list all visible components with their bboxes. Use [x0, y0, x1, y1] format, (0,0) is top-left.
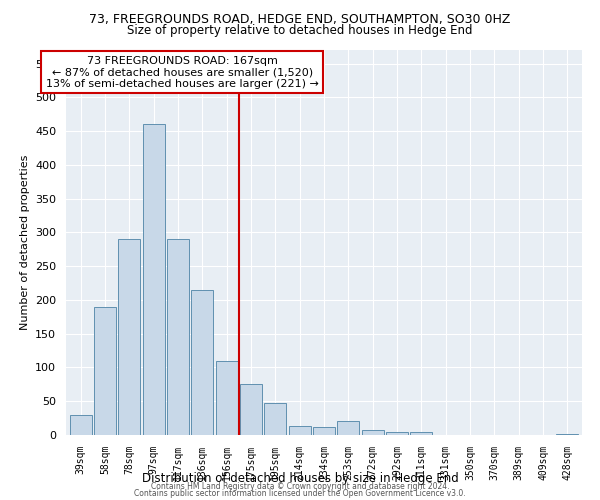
Bar — [215, 360, 238, 435]
Bar — [337, 422, 359, 435]
Bar — [410, 432, 433, 435]
Bar — [362, 430, 383, 435]
Y-axis label: Number of detached properties: Number of detached properties — [20, 155, 29, 330]
Text: Distribution of detached houses by size in Hedge End: Distribution of detached houses by size … — [142, 472, 458, 485]
Text: 73, FREEGROUNDS ROAD, HEDGE END, SOUTHAMPTON, SO30 0HZ: 73, FREEGROUNDS ROAD, HEDGE END, SOUTHAM… — [89, 12, 511, 26]
Bar — [191, 290, 213, 435]
Bar — [118, 239, 140, 435]
Bar — [386, 432, 408, 435]
Bar — [265, 402, 286, 435]
Bar — [556, 434, 578, 435]
Text: Contains public sector information licensed under the Open Government Licence v3: Contains public sector information licen… — [134, 488, 466, 498]
Bar — [313, 427, 335, 435]
Bar — [240, 384, 262, 435]
Bar — [167, 239, 189, 435]
Bar — [70, 414, 92, 435]
Text: 73 FREEGROUNDS ROAD: 167sqm
← 87% of detached houses are smaller (1,520)
13% of : 73 FREEGROUNDS ROAD: 167sqm ← 87% of det… — [46, 56, 319, 89]
Bar — [143, 124, 164, 435]
Bar — [289, 426, 311, 435]
Text: Contains HM Land Registry data © Crown copyright and database right 2024.: Contains HM Land Registry data © Crown c… — [151, 482, 449, 491]
Text: Size of property relative to detached houses in Hedge End: Size of property relative to detached ho… — [127, 24, 473, 37]
Bar — [94, 306, 116, 435]
